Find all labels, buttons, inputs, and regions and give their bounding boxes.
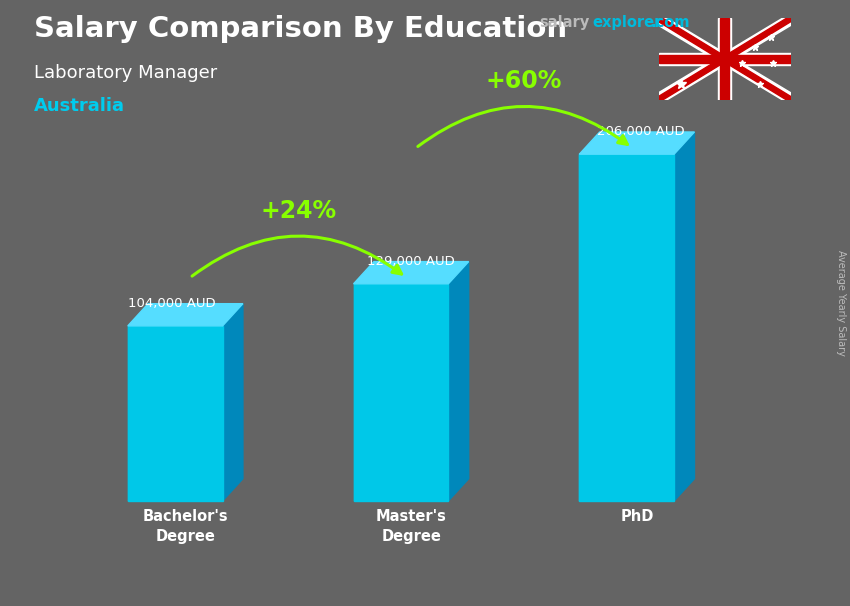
- Polygon shape: [580, 132, 694, 154]
- Text: PhD: PhD: [620, 509, 654, 524]
- Text: explorer: explorer: [592, 15, 662, 30]
- Text: Australia: Australia: [34, 97, 125, 115]
- Polygon shape: [659, 18, 790, 100]
- Polygon shape: [659, 53, 790, 65]
- Text: 206,000 AUD: 206,000 AUD: [598, 125, 685, 138]
- Polygon shape: [128, 304, 243, 326]
- Text: +60%: +60%: [486, 70, 562, 93]
- Text: 104,000 AUD: 104,000 AUD: [128, 297, 215, 310]
- Text: .com: .com: [650, 15, 689, 30]
- Text: 129,000 AUD: 129,000 AUD: [367, 255, 455, 268]
- Text: +24%: +24%: [260, 199, 337, 223]
- Text: Salary Comparison By Education: Salary Comparison By Education: [34, 15, 567, 43]
- Polygon shape: [128, 326, 223, 501]
- Polygon shape: [659, 55, 790, 63]
- Text: Master's
Degree: Master's Degree: [376, 509, 446, 544]
- Polygon shape: [659, 18, 790, 100]
- Polygon shape: [659, 18, 790, 100]
- Polygon shape: [659, 18, 790, 100]
- Polygon shape: [718, 18, 731, 100]
- Polygon shape: [674, 132, 694, 501]
- Text: salary: salary: [540, 15, 590, 30]
- Polygon shape: [580, 154, 674, 501]
- Polygon shape: [354, 262, 468, 284]
- Text: Average Yearly Salary: Average Yearly Salary: [836, 250, 846, 356]
- Polygon shape: [354, 284, 448, 501]
- Polygon shape: [448, 262, 468, 501]
- Text: Laboratory Manager: Laboratory Manager: [34, 64, 218, 82]
- Polygon shape: [223, 304, 243, 501]
- Text: Bachelor's
Degree: Bachelor's Degree: [143, 509, 228, 544]
- Polygon shape: [720, 18, 729, 100]
